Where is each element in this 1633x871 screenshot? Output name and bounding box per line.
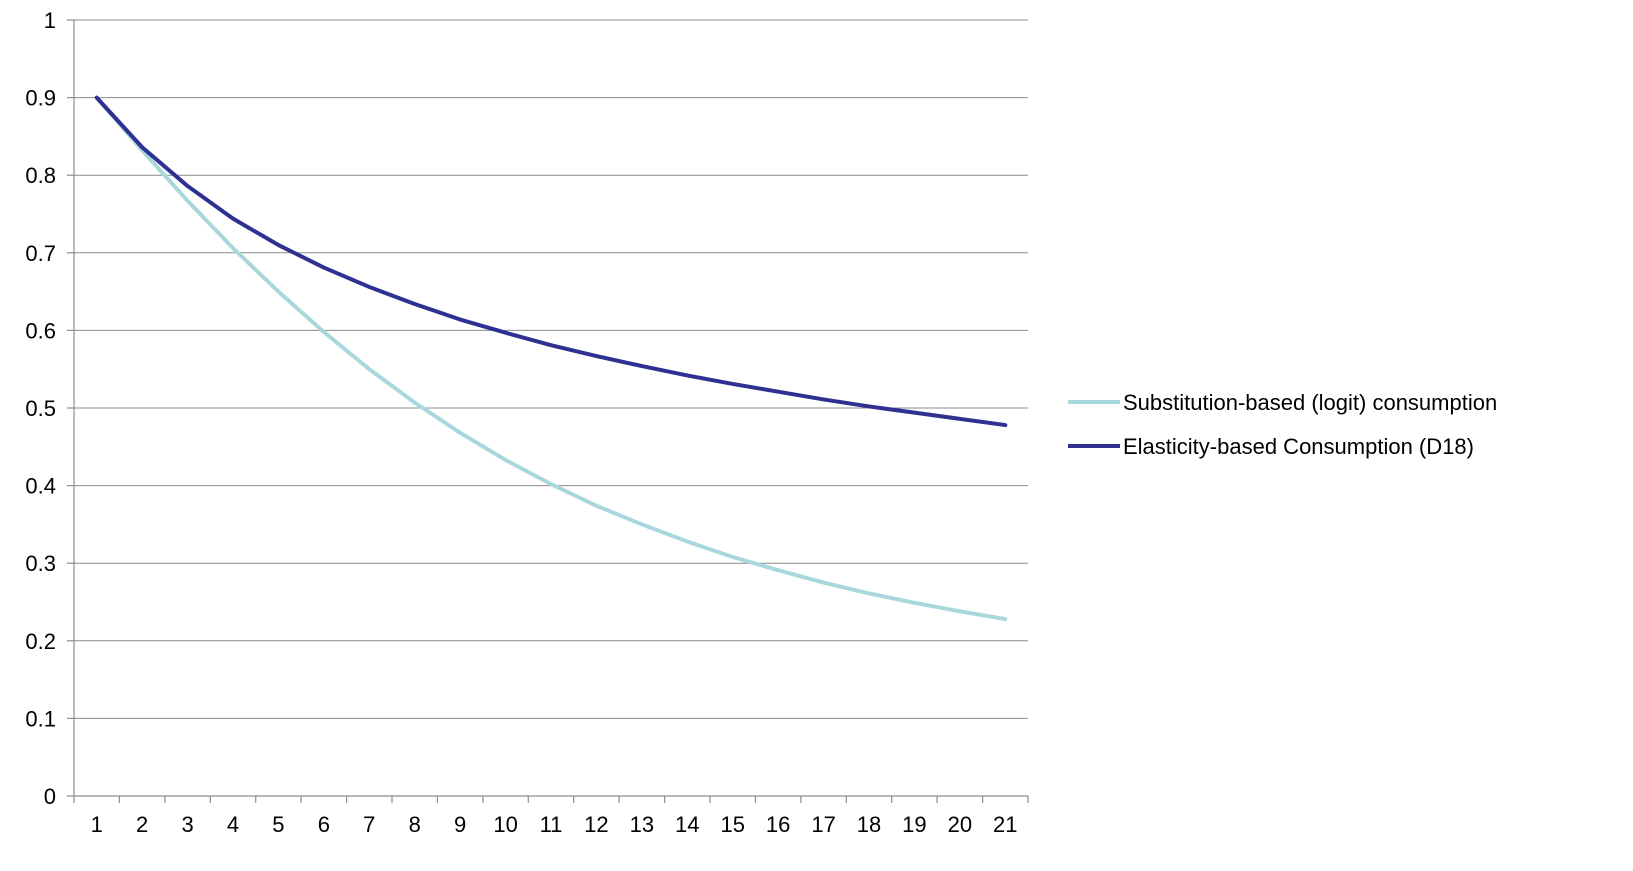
x-tick-label: 7: [363, 812, 375, 837]
x-tick-label: 20: [948, 812, 972, 837]
x-tick-label: 8: [409, 812, 421, 837]
x-tick-label: 10: [493, 812, 517, 837]
x-tick-label: 5: [272, 812, 284, 837]
y-tick-label: 0.5: [25, 396, 56, 421]
x-tick-label: 1: [91, 812, 103, 837]
x-tick-labels: 1 2 3 4 5 6 7 8 9 10 11 12 13 14 15 16 17 18 19 20 21: [91, 812, 1018, 837]
gridlines: [74, 19, 1028, 719]
y-tick-label: 0.3: [25, 551, 56, 576]
series-line-2: [94, 95, 1008, 428]
axes: [67, 19, 1029, 803]
x-tick-label: 19: [902, 812, 926, 837]
series-lines: [94, 95, 1008, 622]
x-tick-label: 15: [720, 812, 744, 837]
x-tick-label: 4: [227, 812, 239, 837]
x-tick-label: 17: [811, 812, 835, 837]
legend-label: Substitution-based (logit) consumption: [1123, 390, 1497, 415]
y-tick-label: 0: [44, 784, 56, 809]
x-tick-label: 11: [540, 812, 563, 837]
x-tick-label: 18: [857, 812, 881, 837]
y-tick-label: 0.4: [25, 474, 56, 499]
x-tick-label: 12: [584, 812, 608, 837]
legend: Substitution-based (logit) consumption El…: [1068, 390, 1497, 459]
x-tick-label: 9: [454, 812, 466, 837]
y-tick-labels: 0 0.1 0.2 0.3 0.4 0.5 0.6 0.7 0.8 0.9 1: [25, 8, 56, 809]
legend-item-1: Substitution-based (logit) consumption: [1068, 390, 1497, 415]
x-tick-label: 21: [993, 812, 1017, 837]
x-tick-label: 3: [181, 812, 193, 837]
y-tick-label: 0.2: [25, 629, 56, 654]
x-tick-label: 13: [630, 812, 654, 837]
x-tick-label: 16: [766, 812, 790, 837]
y-tick-label: 1: [44, 8, 56, 33]
y-tick-label: 0.1: [25, 706, 56, 731]
series-line-1: [94, 95, 1008, 622]
y-tick-label: 0.8: [25, 163, 56, 188]
y-tick-label: 0.7: [25, 241, 56, 266]
legend-label: Elasticity-based Consumption (D18): [1123, 434, 1474, 459]
x-tick-label: 2: [136, 812, 148, 837]
legend-item-2: Elasticity-based Consumption (D18): [1068, 434, 1474, 459]
x-tick-label: 6: [318, 812, 330, 837]
x-tick-label: 14: [675, 812, 699, 837]
y-tick-label: 0.6: [25, 318, 56, 343]
y-tick-label: 0.9: [25, 86, 56, 111]
